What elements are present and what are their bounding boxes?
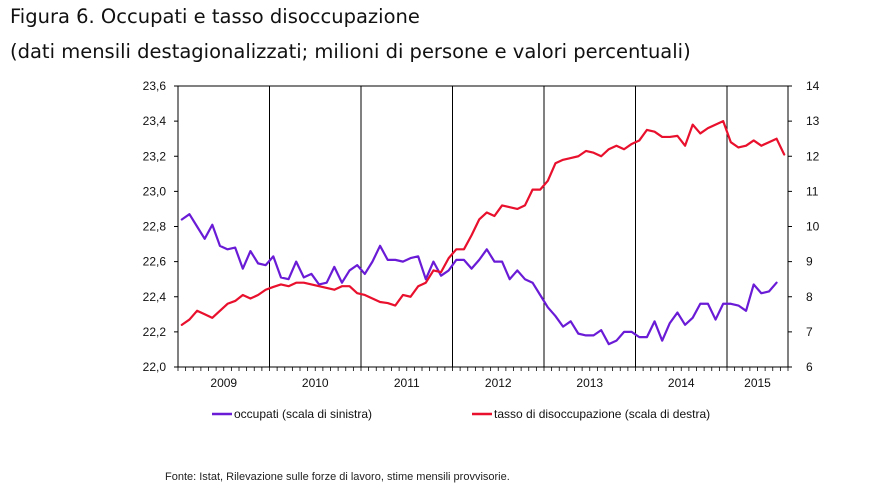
y-right-tick-label: 14 [806, 79, 820, 93]
x-tick-label: 2010 [302, 376, 329, 390]
legend-label: tasso di disoccupazione (scala di destra… [494, 407, 710, 421]
y-left-tick-label: 23,4 [143, 114, 167, 128]
y-left-tick-label: 22,6 [143, 255, 167, 269]
y-right-tick-label: 13 [806, 114, 820, 128]
series-line-occupati [180, 213, 778, 346]
y-left-tick-label: 22,8 [143, 220, 167, 234]
x-tick-label: 2009 [210, 376, 237, 390]
y-right-tick-label: 6 [806, 360, 813, 374]
y-left-tick-label: 23,0 [143, 184, 167, 198]
y-left-tick-label: 22,0 [143, 360, 167, 374]
series-line-tasso-disoccupazione [180, 120, 786, 326]
y-left-tick-label: 22,2 [143, 325, 167, 339]
y-left-tick-label: 22,4 [143, 290, 167, 304]
source-note: Fonte: Istat, Rilevazione sulle forze di… [165, 471, 510, 483]
x-tick-label: 2014 [668, 376, 695, 390]
y-right-tick-label: 7 [806, 325, 813, 339]
x-tick-label: 2013 [576, 376, 603, 390]
y-left-tick-label: 23,6 [143, 79, 167, 93]
y-right-tick-label: 10 [806, 220, 820, 234]
x-tick-label: 2015 [744, 376, 771, 390]
y-right-tick-label: 11 [806, 184, 819, 198]
x-tick-label: 2011 [394, 376, 420, 390]
page-subtitle: (dati mensili destagionalizzati; milioni… [10, 40, 691, 63]
y-left-tick-label: 23,2 [143, 149, 167, 163]
y-right-tick-label: 8 [806, 290, 813, 304]
y-right-tick-label: 9 [806, 255, 813, 269]
x-tick-label: 2012 [485, 376, 512, 390]
line-chart: 2009 2010 2011 2012 2013 2014 2015 22,0 22,2 22,4… [143, 79, 820, 421]
legend-label: occupati (scala di sinistra) [234, 407, 372, 421]
page-title: Figura 6. Occupati e tasso disoccupazion… [10, 5, 420, 28]
y-right-tick-label: 12 [806, 149, 820, 163]
